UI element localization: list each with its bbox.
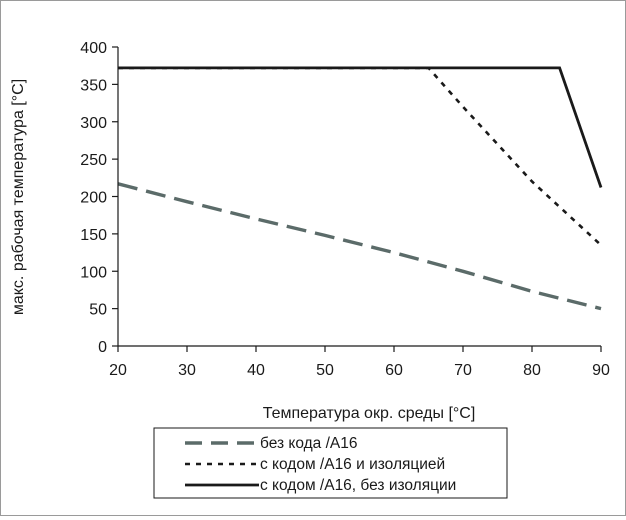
y-tick-label-6: 300 xyxy=(80,115,107,132)
y-tick-label-2: 100 xyxy=(80,264,107,281)
series-line-1 xyxy=(118,66,602,247)
y-tick-label-4: 200 xyxy=(80,190,107,207)
ticks: 0 50 100 150 200 250 300 350 400 20 30 40 50 60 70 80 90 xyxy=(80,40,610,379)
x-tick-label-0: 20 xyxy=(109,362,127,379)
legend: без кода /A16 с кодом /A16 и изоляцией с к… xyxy=(153,427,508,499)
y-tick-label-1: 50 xyxy=(89,302,107,319)
legend-items: без кода /A16 с кодом /A16 и изоляцией с к… xyxy=(185,435,456,494)
y-tick-label-3: 150 xyxy=(80,227,107,244)
series-line-0 xyxy=(117,182,602,311)
x-tick-label-1: 30 xyxy=(178,362,196,379)
y-tick-label-0: 0 xyxy=(98,339,107,356)
y-axis-label: макс. рабочая температура [°C] xyxy=(10,79,27,315)
x-tick-label-2: 40 xyxy=(247,362,265,379)
axes xyxy=(117,47,601,347)
legend-label-0: без кода /A16 xyxy=(260,435,358,452)
x-axis-label: Температура окр. среды [°C] xyxy=(263,405,476,422)
y-tick-label-7: 350 xyxy=(80,77,107,94)
x-tick-label-7: 90 xyxy=(592,362,610,379)
y-tick-label-5: 250 xyxy=(80,152,107,169)
series-layer xyxy=(117,66,603,311)
x-tick-label-5: 70 xyxy=(454,362,472,379)
legend-label-2: с кодом /A16, без изоляции xyxy=(260,477,456,494)
series-line-2 xyxy=(118,66,603,188)
x-tick-label-4: 60 xyxy=(385,362,403,379)
x-tick-label-3: 50 xyxy=(316,362,334,379)
y-tick-label-8: 400 xyxy=(80,40,107,57)
legend-label-1: с кодом /A16 и изоляцией xyxy=(260,456,445,473)
x-tick-label-6: 80 xyxy=(523,362,541,379)
